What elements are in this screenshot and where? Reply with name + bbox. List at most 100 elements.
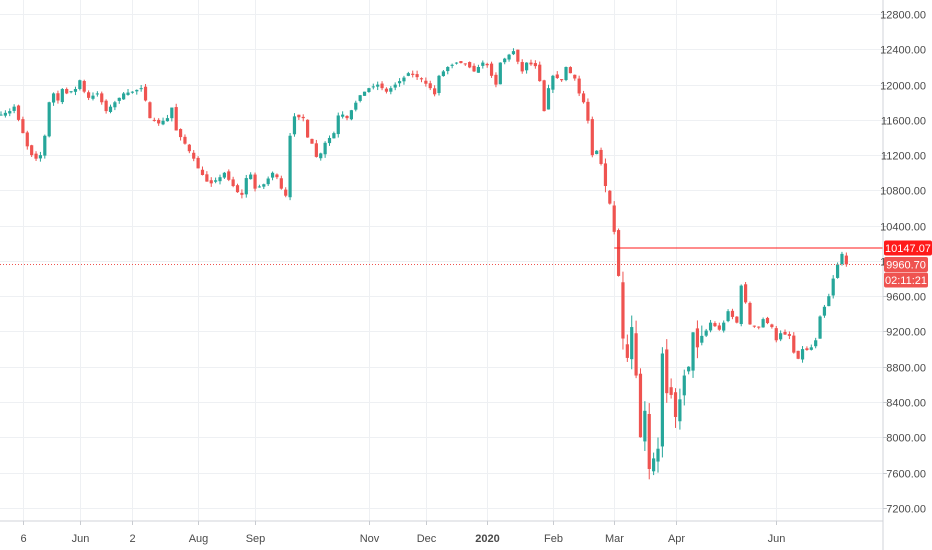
candle-body[interactable] <box>100 93 104 103</box>
candle-body[interactable] <box>468 62 472 68</box>
candle-body[interactable] <box>730 310 735 317</box>
candle-body[interactable] <box>65 89 69 94</box>
candle-body[interactable] <box>638 373 643 438</box>
candle-body[interactable] <box>161 120 165 125</box>
candle-body[interactable] <box>240 192 244 195</box>
candle-body[interactable] <box>126 92 130 95</box>
candle-body[interactable] <box>818 316 822 339</box>
candle-body[interactable] <box>424 80 428 84</box>
candle-body[interactable] <box>389 88 393 92</box>
candle-body[interactable] <box>516 49 520 62</box>
candle-body[interactable] <box>507 54 511 60</box>
candle-body[interactable] <box>275 174 279 178</box>
candle-body[interactable] <box>529 62 533 65</box>
candle-body[interactable] <box>722 322 726 331</box>
candle-body[interactable] <box>603 163 608 187</box>
candle-body[interactable] <box>757 326 761 328</box>
candle-body[interactable] <box>564 66 568 81</box>
candle-body[interactable] <box>708 322 713 331</box>
candle-body[interactable] <box>498 62 502 85</box>
candle-body[interactable] <box>244 178 248 195</box>
candle-body[interactable] <box>183 136 187 144</box>
candle-body[interactable] <box>739 285 743 325</box>
candle-body[interactable] <box>586 101 590 121</box>
candle-body[interactable] <box>354 102 358 110</box>
candle-body[interactable] <box>384 88 389 92</box>
candle-body[interactable] <box>433 88 437 95</box>
candle-body[interactable] <box>139 88 143 90</box>
candle-body[interactable] <box>616 230 621 276</box>
candle-body[interactable] <box>682 375 686 396</box>
candle-body[interactable] <box>713 323 717 327</box>
candle-body[interactable] <box>209 180 213 184</box>
candle-body[interactable] <box>262 184 266 187</box>
candle-body[interactable] <box>214 180 218 182</box>
candle-body[interactable] <box>660 353 664 447</box>
candle-body[interactable] <box>735 316 739 323</box>
candle-body[interactable] <box>770 324 774 328</box>
candle-body[interactable] <box>695 328 700 348</box>
candle-body[interactable] <box>108 106 113 112</box>
candles[interactable] <box>0 48 848 480</box>
candle-body[interactable] <box>555 74 559 79</box>
candle-body[interactable] <box>393 84 397 88</box>
candle-body[interactable] <box>744 284 748 303</box>
candle-body[interactable] <box>428 83 432 89</box>
candle-body[interactable] <box>314 143 318 157</box>
candle-body[interactable] <box>196 157 200 169</box>
candle-body[interactable] <box>200 169 205 175</box>
candle-body[interactable] <box>800 349 805 360</box>
candle-body[interactable] <box>349 110 353 120</box>
candle-body[interactable] <box>0 114 3 116</box>
candle-body[interactable] <box>765 317 770 324</box>
candle-body[interactable] <box>292 116 297 135</box>
candle-body[interactable] <box>437 75 441 93</box>
candle-body[interactable] <box>779 333 783 340</box>
candle-body[interactable] <box>844 255 848 265</box>
candle-body[interactable] <box>643 410 647 442</box>
candle-body[interactable] <box>266 178 270 185</box>
candle-body[interactable] <box>805 348 809 350</box>
candle-body[interactable] <box>30 145 34 156</box>
candle-body[interactable] <box>704 330 708 336</box>
candle-body[interactable] <box>87 92 91 98</box>
candle-body[interactable] <box>485 63 489 66</box>
candle-body[interactable] <box>367 88 371 92</box>
candle-body[interactable] <box>270 172 275 178</box>
candle-body[interactable] <box>69 91 73 93</box>
candle-body[interactable] <box>284 189 288 196</box>
candle-body[interactable] <box>249 174 253 180</box>
candle-body[interactable] <box>279 178 283 189</box>
candle-body[interactable] <box>95 93 99 95</box>
candle-body[interactable] <box>761 319 765 328</box>
candle-body[interactable] <box>809 347 813 350</box>
candle-body[interactable] <box>222 172 226 178</box>
candle-body[interactable] <box>700 335 704 343</box>
candle-body[interactable] <box>205 174 209 182</box>
candle-body[interactable] <box>47 102 51 137</box>
candle-body[interactable] <box>297 114 301 118</box>
candle-body[interactable] <box>608 190 612 204</box>
candle-body[interactable] <box>406 73 410 76</box>
candle-body[interactable] <box>669 387 673 395</box>
candle-body[interactable] <box>489 63 494 76</box>
candle-body[interactable] <box>463 63 467 65</box>
candle-body[interactable] <box>51 93 56 103</box>
candle-body[interactable] <box>673 392 678 417</box>
candle-body[interactable] <box>590 119 594 156</box>
candle-body[interactable] <box>113 102 117 108</box>
candle-body[interactable] <box>38 155 43 159</box>
candle-body[interactable] <box>652 458 656 472</box>
candle-body[interactable] <box>560 79 564 81</box>
candle-body[interactable] <box>542 80 546 112</box>
candle-body[interactable] <box>358 95 362 101</box>
candle-body[interactable] <box>60 89 64 103</box>
candle-body[interactable] <box>520 62 524 72</box>
candle-body[interactable] <box>122 93 126 100</box>
candle-body[interactable] <box>415 74 419 78</box>
candle-body[interactable] <box>56 93 60 101</box>
candle-body[interactable] <box>511 51 516 55</box>
candle-body[interactable] <box>647 413 651 469</box>
candle-body[interactable] <box>687 366 691 372</box>
